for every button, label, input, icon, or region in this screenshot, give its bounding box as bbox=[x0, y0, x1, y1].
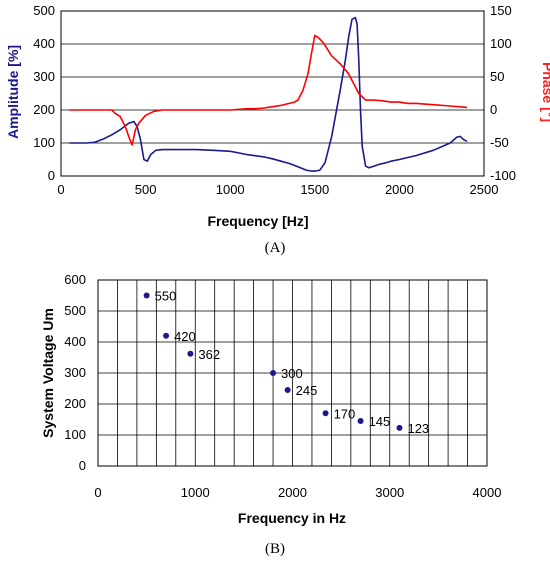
chart-b-x-tick-label: 2000 bbox=[278, 485, 307, 500]
chart-a-y2-axis-title: Phase [°] bbox=[540, 62, 550, 122]
chart-a-y-tick-label: 500 bbox=[33, 3, 55, 18]
chart-a-y-axis-title: Amplitude [%] bbox=[5, 45, 21, 139]
chart-b-y-tick-labels: 0 100 200 300 400 500 600 bbox=[64, 272, 86, 473]
chart-a-x-tick-label: 2500 bbox=[470, 182, 499, 197]
chart-a-y2-tick-label: 0 bbox=[490, 102, 497, 117]
chart-b-point-label: 300 bbox=[281, 366, 303, 381]
chart-a-x-tick-labels: 0 500 1000 1500 2000 2500 bbox=[57, 182, 498, 197]
chart-b-point bbox=[187, 350, 194, 357]
chart-b-plot-frame bbox=[97, 279, 488, 467]
chart-a-x-axis-title: Frequency [Hz] bbox=[207, 213, 308, 229]
chart-a-y2-tick-label: 150 bbox=[490, 3, 512, 18]
chart-a-x-tick-label: 0 bbox=[57, 182, 64, 197]
chart-a-y2-tick-label: -50 bbox=[490, 135, 509, 150]
chart-a-phase-line bbox=[69, 34, 468, 146]
chart-b-point-label: 362 bbox=[198, 347, 220, 362]
chart-a-x-tick-label: 1500 bbox=[300, 182, 329, 197]
chart-b-x-tick-label: 1000 bbox=[181, 485, 210, 500]
chart-b-point bbox=[284, 387, 291, 394]
chart-a-y2-tick-label: 100 bbox=[490, 36, 512, 51]
chart-a-x-tick-label: 500 bbox=[135, 182, 157, 197]
chart-a-plot-frame bbox=[60, 10, 485, 177]
chart-b-point bbox=[357, 418, 364, 425]
chart-b-x-tick-label: 3000 bbox=[375, 485, 404, 500]
chart-a-series bbox=[69, 16, 468, 172]
chart-b-point bbox=[396, 424, 403, 431]
chart-b-y-axis-title: System Voltage Um bbox=[40, 308, 56, 438]
chart-b-panel-label: (B) bbox=[265, 541, 285, 557]
chart-b-y-tick-label: 200 bbox=[64, 396, 86, 411]
chart-a-amplitude-line bbox=[69, 16, 468, 172]
chart-b-point-label: 123 bbox=[407, 421, 429, 436]
chart-a-x-tick-label: 1000 bbox=[216, 182, 245, 197]
chart-b-point-label: 245 bbox=[296, 383, 318, 398]
chart-a-y-tick-label: 0 bbox=[48, 168, 55, 183]
chart-a-x-tick-label: 2000 bbox=[385, 182, 414, 197]
chart-a-y-tick-label: 300 bbox=[33, 69, 55, 84]
chart-b-point bbox=[322, 410, 329, 417]
chart-a-y-tick-labels: 0 100 200 300 400 500 bbox=[33, 3, 55, 183]
chart-b-point-label: 420 bbox=[174, 329, 196, 344]
chart-b-y-tick-label: 0 bbox=[79, 458, 86, 473]
chart-b-x-tick-label: 0 bbox=[94, 485, 101, 500]
chart-b-point bbox=[270, 370, 277, 376]
chart-b-point bbox=[143, 292, 150, 299]
chart-b-point-label: 550 bbox=[155, 289, 177, 304]
chart-b-x-tick-labels: 0 1000 2000 3000 4000 bbox=[94, 485, 501, 500]
chart-a-y-tick-label: 200 bbox=[33, 102, 55, 117]
chart-a-y2-tick-label: -100 bbox=[490, 168, 516, 183]
chart-a-panel-label: (A) bbox=[265, 240, 286, 256]
chart-a-gridlines bbox=[61, 10, 484, 177]
chart-b-x-axis-title: Frequency in Hz bbox=[238, 510, 346, 526]
chart-a-y2-tick-label: 50 bbox=[490, 69, 504, 84]
chart-b-point bbox=[163, 332, 170, 339]
chart-b-y-tick-label: 400 bbox=[64, 334, 86, 349]
chart-b-y-tick-label: 100 bbox=[64, 427, 86, 442]
chart-b-point-label: 170 bbox=[334, 406, 356, 421]
chart-b-y-tick-label: 600 bbox=[64, 272, 86, 287]
chart-b-x-tick-label: 4000 bbox=[473, 485, 502, 500]
chart-b-y-tick-label: 300 bbox=[64, 365, 86, 380]
chart-a-y2-tick-labels: -100 -50 0 50 100 150 bbox=[490, 3, 516, 183]
chart-b-y-tick-label: 500 bbox=[64, 303, 86, 318]
chart-b-point-label: 145 bbox=[369, 414, 391, 429]
chart-a-y-tick-label: 100 bbox=[33, 135, 55, 150]
chart-a-y-tick-label: 400 bbox=[33, 36, 55, 51]
